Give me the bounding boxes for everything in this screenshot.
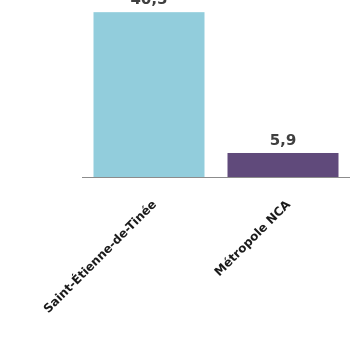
category-label-0: Saint-Étienne-de-Tinée <box>40 197 159 316</box>
category-labels-group: Saint-Étienne-de-Tinée Métropole NCA <box>40 197 294 316</box>
bar-1 <box>227 152 339 177</box>
value-label-1: 5,9 <box>270 131 297 149</box>
value-labels-group: 40,5 5,9 <box>130 0 296 149</box>
bars-group <box>93 12 339 177</box>
bar-0 <box>93 12 205 177</box>
category-label-1: Métropole NCA <box>212 197 294 279</box>
value-label-0: 40,5 <box>130 0 167 8</box>
